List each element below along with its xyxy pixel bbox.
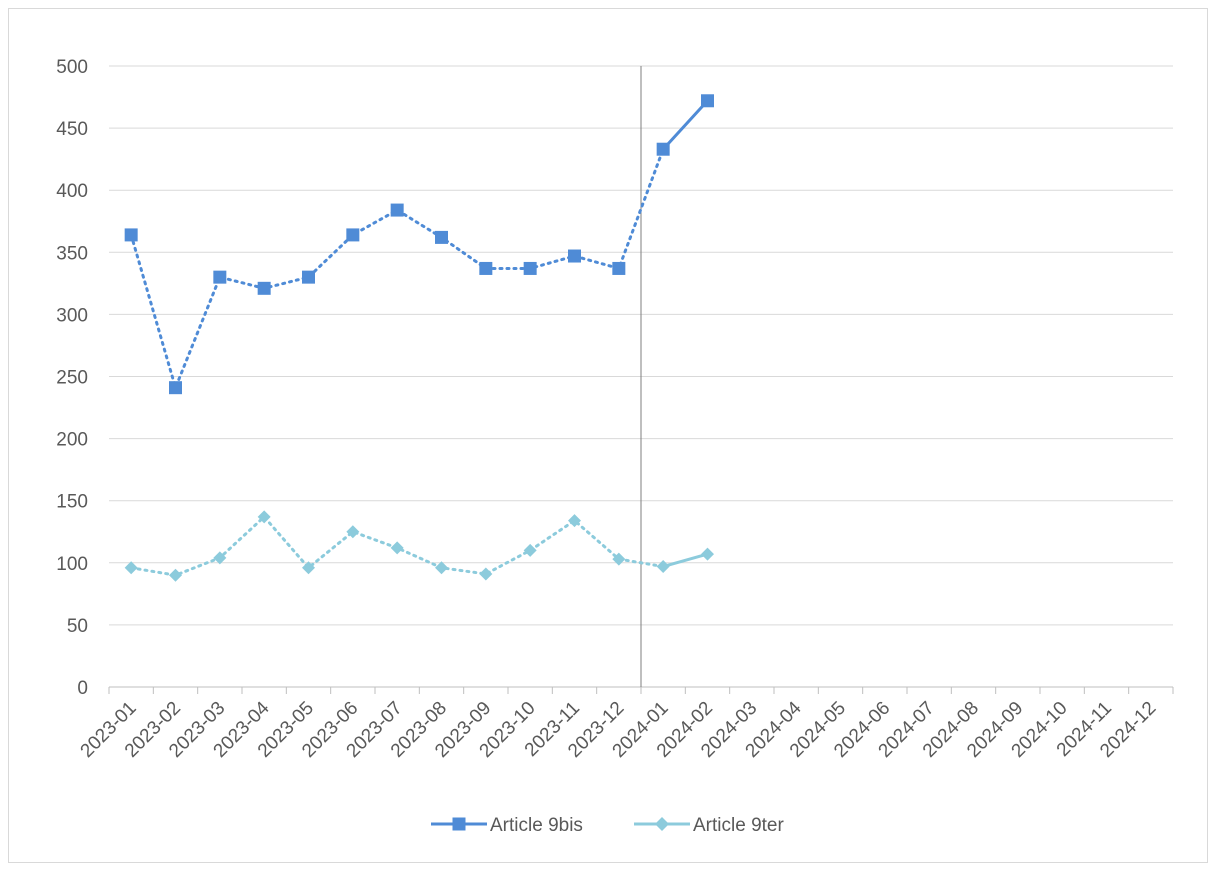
legend-marker-article-9ter [655,817,669,831]
data-point-article-9ter-2023-01 [124,561,138,575]
data-point-article-9bis-2023-01 [124,228,138,242]
data-point-article-9bis-2023-09 [479,261,493,275]
series-line-dotted-article-9bis [129,147,665,393]
data-point-article-9bis-2023-06 [346,228,360,242]
y-tick-label: 0 [77,678,88,699]
data-point-article-9bis-2023-11 [568,249,581,263]
data-point-article-9ter-2024-01 [656,560,670,574]
data-point-article-9bis-2024-02 [701,94,714,108]
data-point-article-9ter-2023-08 [435,561,448,575]
data-point-article-9ter-2024-02 [701,547,714,561]
series-lines [129,99,709,577]
line-chart: 0 50 100 150 200 250 300 350 400 450 500 2023-0120… [56,57,1174,836]
y-tick-label: 100 [56,554,88,575]
data-point-article-9ter-2023-06 [346,525,360,539]
data-point-article-9ter-2023-04 [257,510,271,524]
legend-label-article-9ter: Article 9ter [693,815,784,836]
data-point-article-9bis-2023-12 [612,261,626,275]
y-tick-label: 250 [56,368,88,389]
y-tick-label: 300 [56,305,88,326]
axes [108,66,1174,694]
data-point-article-9ter-2023-09 [479,567,493,581]
y-tick-label: 50 [67,616,88,637]
data-point-article-9ter-2023-10 [523,543,537,557]
legend-item-article-9ter[interactable]: Article 9ter [634,815,784,836]
data-point-article-9bis-2023-04 [257,281,271,295]
data-point-article-9bis-2023-02 [169,381,182,395]
y-axis-tick-labels: 0 50 100 150 200 250 300 350 400 450 500 [56,57,88,699]
y-tick-label: 500 [56,57,88,78]
chart-frame: 0 50 100 150 200 250 300 350 400 450 500 2023-01 20… [8,8,1208,863]
data-point-article-9bis-2023-08 [435,230,448,244]
series-markers [124,94,714,582]
legend-label-article-9bis: Article 9bis [490,815,583,836]
data-point-article-9bis-2023-03 [213,270,227,284]
data-point-article-9ter-2023-05 [302,561,315,575]
x-axis-tick-labels: 2023-012023-022023-032023-042023-052023-… [77,697,1161,761]
data-point-article-9ter-2023-11 [568,514,581,528]
data-point-article-9bis-2023-10 [523,261,537,275]
legend-marker-article-9bis [452,817,466,831]
data-point-article-9bis-2024-01 [656,142,670,156]
y-tick-label: 200 [56,430,88,451]
data-point-article-9ter-2023-03 [213,551,227,565]
y-tick-label: 150 [56,492,88,513]
y-tick-label: 400 [56,181,88,202]
data-point-article-9ter-2023-02 [169,568,182,582]
series-line-solid-article-9ter [661,552,709,569]
data-point-article-9bis-2023-05 [302,270,315,284]
data-point-article-9ter-2023-12 [612,552,626,566]
data-point-article-9ter-2023-07 [390,541,404,555]
y-tick-label: 350 [56,243,88,264]
data-point-article-9bis-2023-07 [390,203,404,217]
y-tick-label: 450 [56,119,88,140]
series-line-solid-article-9bis [661,99,709,151]
legend-item-article-9bis[interactable]: Article 9bis [431,815,583,836]
legend: Article 9bis Article 9ter [431,815,784,836]
